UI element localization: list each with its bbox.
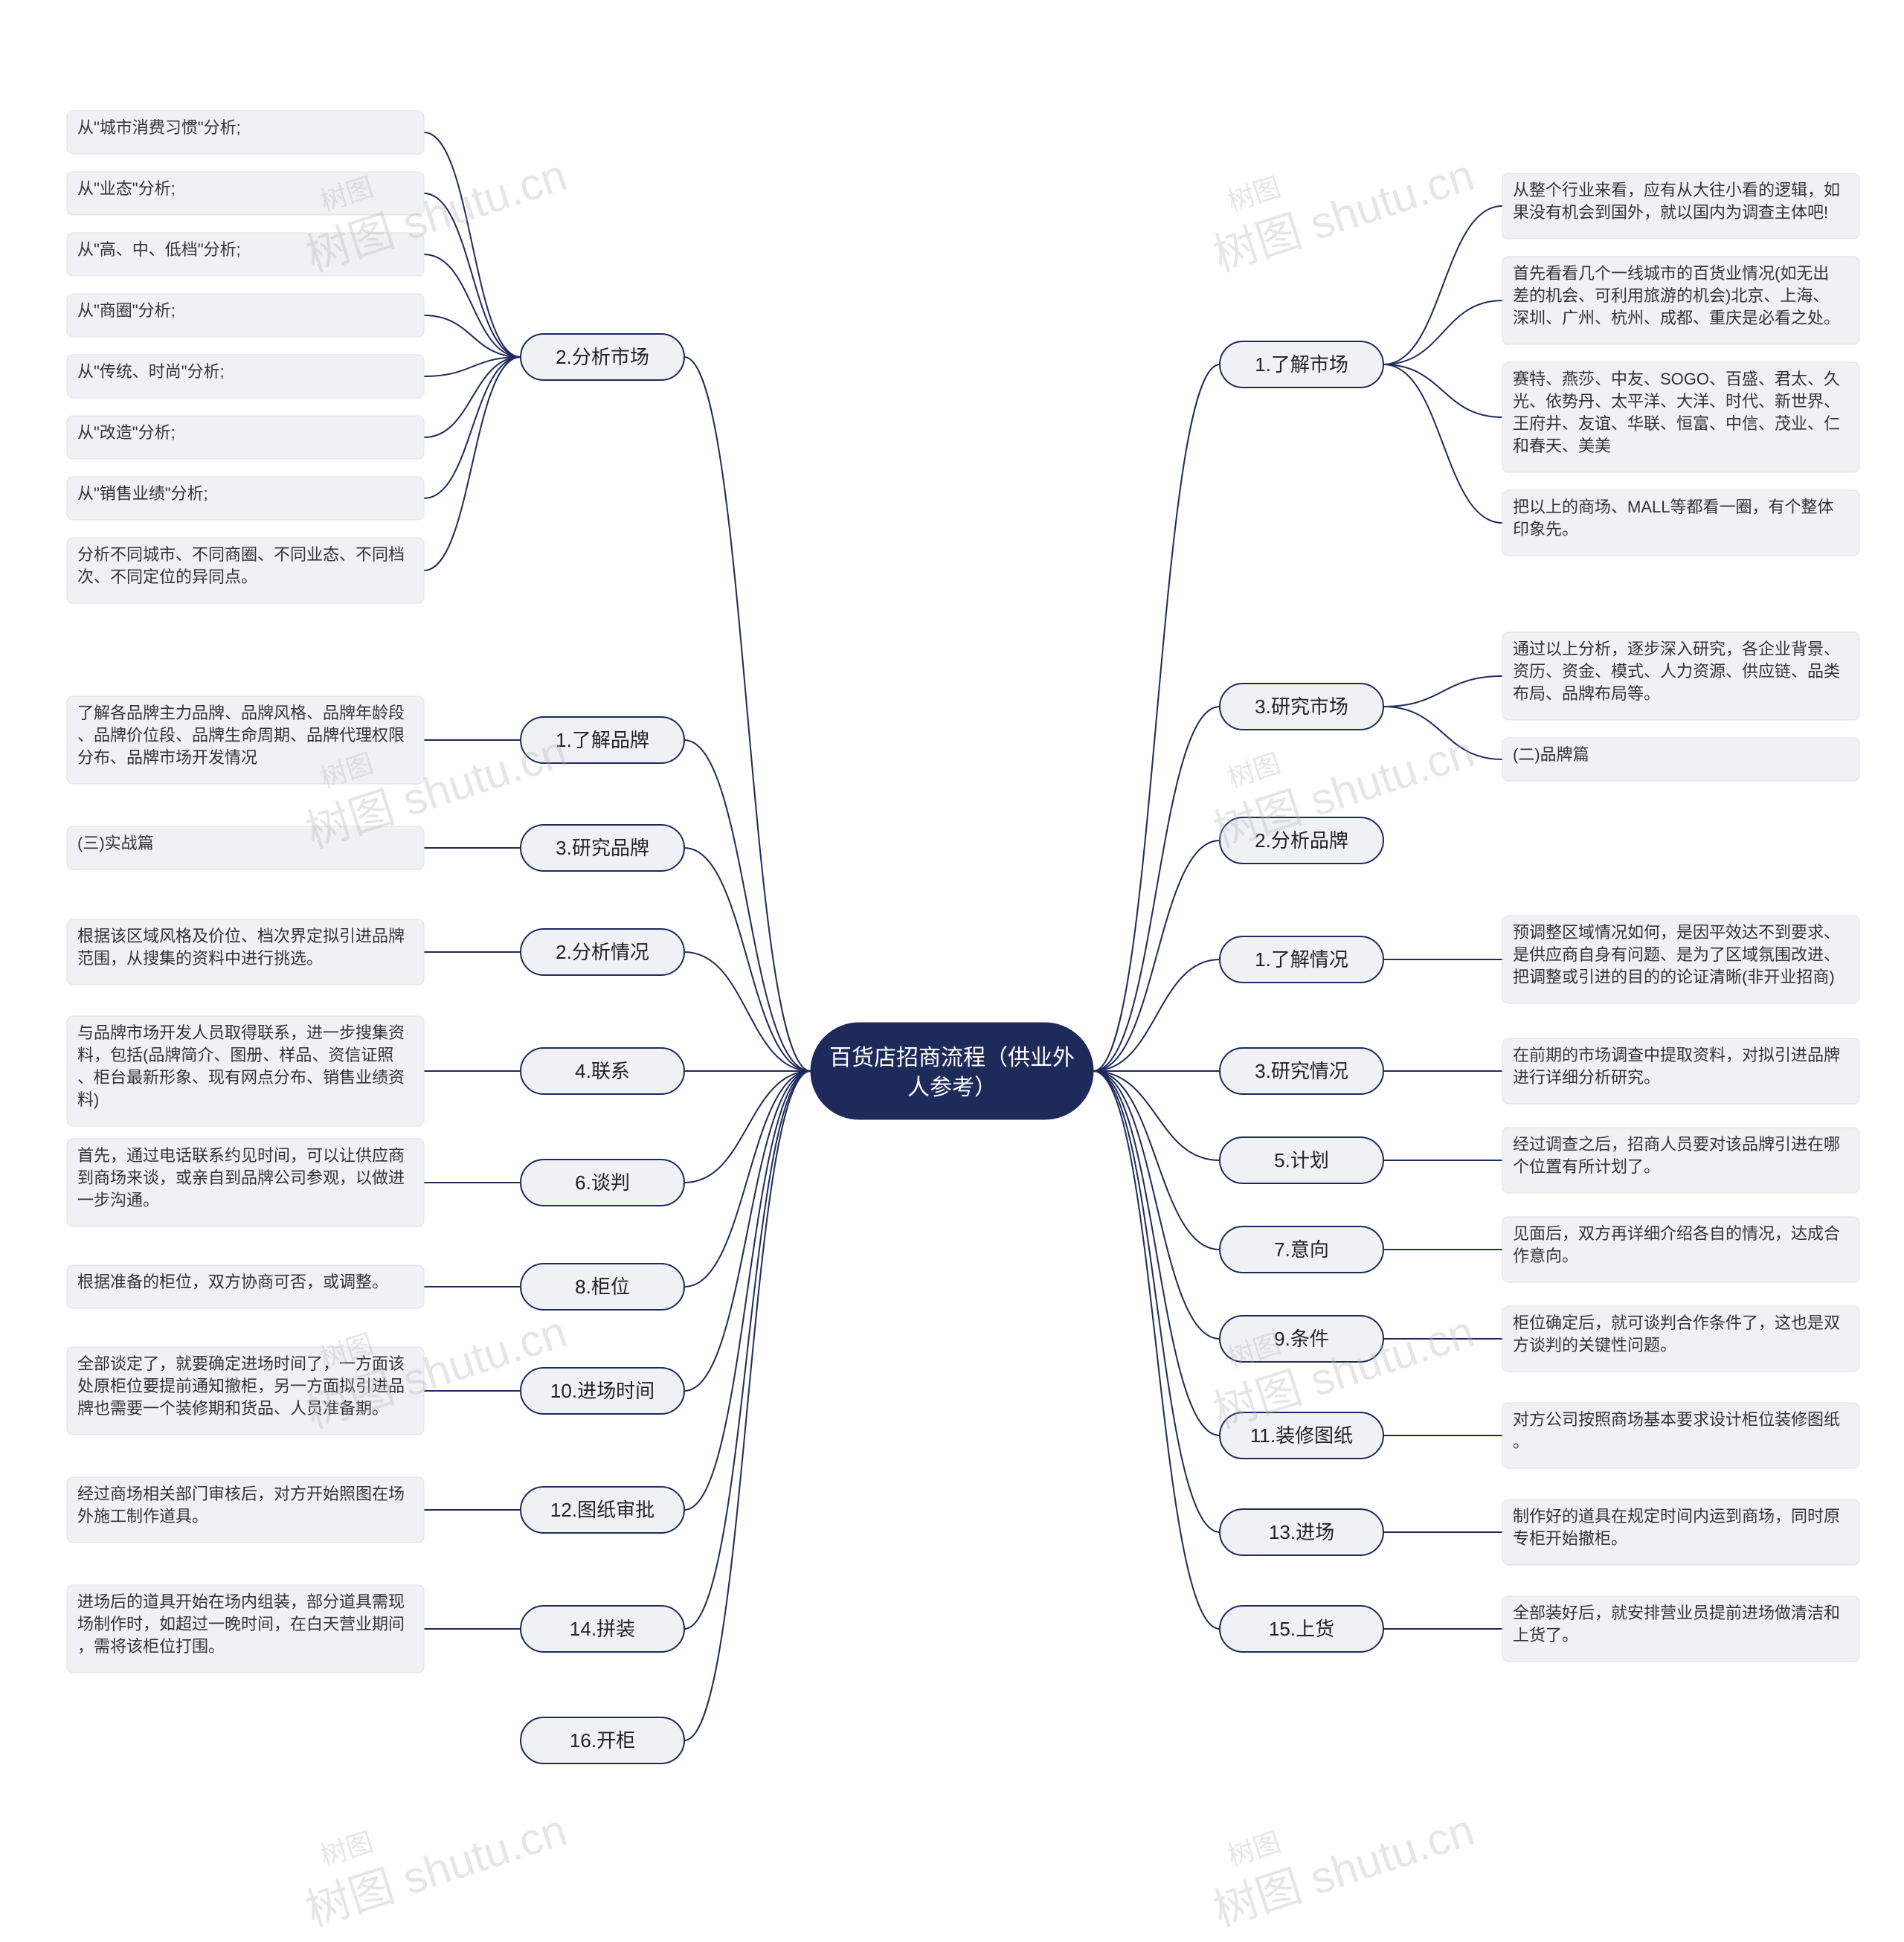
edge: [684, 1071, 811, 1391]
svg-text:树图 shutu.cn: 树图 shutu.cn: [1207, 1804, 1479, 1935]
svg-text:树图: 树图: [317, 1827, 377, 1872]
branch-label: 9.条件: [1274, 1328, 1329, 1350]
branch-label: 16.开柜: [570, 1729, 635, 1752]
leaf-label: 根据准备的柜位，双方协商可否，或调整。: [77, 1273, 388, 1291]
edge: [1093, 364, 1220, 1071]
branch-label: 1.了解品牌: [556, 729, 649, 751]
branch-label: 3.研究情况: [1255, 1060, 1348, 1082]
branch-label: 1.了解情况: [1255, 948, 1348, 971]
branch-label: 2.分析情况: [556, 941, 649, 963]
branch-label: 8.柜位: [575, 1276, 630, 1298]
watermark: 树图 shutu.cn树图: [1196, 1769, 1480, 1936]
edge: [1383, 676, 1502, 707]
leaf-label: 从"商圈"分析;: [77, 301, 176, 320]
edge: [1383, 364, 1502, 523]
edge: [1383, 364, 1502, 417]
svg-text:树图: 树图: [1224, 1827, 1284, 1872]
branch-label: 2.分析市场: [556, 346, 649, 368]
edge: [1383, 707, 1502, 759]
branch-label: 5.计划: [1274, 1149, 1329, 1171]
leaf-label: 从"业态"分析;: [77, 179, 176, 198]
edge: [424, 357, 521, 570]
watermark: 树图 shutu.cn树图: [289, 1769, 573, 1936]
branch-label: 12.图纸审批: [550, 1499, 654, 1521]
nodes-layer: 百货店招商流程（供业外人参考）1.了解市场从整个行业来看，应有从大往小看的逻辑，…: [67, 111, 1859, 1763]
svg-text:树图 shutu.cn: 树图 shutu.cn: [1207, 149, 1479, 280]
leaf-label: 从"改造"分析;: [77, 423, 176, 442]
branch-label: 2.分析品牌: [1255, 829, 1348, 852]
mindmap-canvas: 百货店招商流程（供业外人参考）1.了解市场从整个行业来看，应有从大往小看的逻辑，…: [0, 0, 1904, 1942]
branch-label: 10.进场时间: [550, 1380, 654, 1402]
edge: [684, 740, 811, 1071]
leaf-label: 从"城市消费习惯"分析;: [77, 118, 241, 137]
edge: [424, 357, 521, 498]
leaf-label: (二)品牌篇: [1513, 745, 1589, 764]
watermark: 树图 shutu.cn树图: [1196, 114, 1480, 281]
edge: [684, 1071, 811, 1740]
branch-label: 11.装修图纸: [1250, 1424, 1353, 1447]
leaf-label: 从"高、中、低档"分析;: [77, 240, 241, 259]
edge: [424, 193, 521, 357]
branch-label: 6.谈判: [575, 1171, 630, 1194]
branch-label: 15.上货: [1269, 1618, 1334, 1640]
edge: [1093, 959, 1220, 1071]
branch-label: 7.意向: [1274, 1238, 1329, 1261]
edge: [1093, 1071, 1220, 1532]
branch-label: 13.进场: [1269, 1521, 1334, 1543]
edge: [684, 848, 811, 1071]
edge: [424, 132, 521, 357]
svg-text:树图 shutu.cn: 树图 shutu.cn: [300, 1804, 572, 1935]
leaf-label: 从"销售业绩"分析;: [77, 484, 208, 503]
edge: [424, 357, 521, 437]
leaf-label: 首先看看几个一线城市的百货业情况(如无出差的机会、可利用旅游的机会)北京、上海、…: [1513, 264, 1840, 327]
leaf-label: 预调整区域情况如何，是因平效达不到要求、是供应商自身有问题、是为了区域氛围改进、…: [1513, 923, 1840, 986]
edge: [424, 254, 521, 357]
branch-label: 14.拼装: [570, 1618, 635, 1640]
edge: [684, 1071, 811, 1629]
leaf-label: 从"传统、时尚"分析;: [77, 362, 225, 381]
leaf-label: (三)实战篇: [77, 834, 154, 852]
edge: [1093, 840, 1220, 1071]
branch-label: 4.联系: [575, 1060, 630, 1082]
edge: [1383, 206, 1502, 364]
edge: [684, 952, 811, 1071]
edge: [1093, 1071, 1220, 1435]
svg-text:树图: 树图: [1224, 748, 1284, 794]
branch-label: 3.研究市场: [1255, 695, 1348, 718]
edge: [1093, 1071, 1220, 1250]
edge: [684, 357, 811, 1071]
branch-label: 3.研究品牌: [556, 837, 649, 859]
edge: [684, 1071, 811, 1510]
edge: [1383, 300, 1502, 364]
branch-label: 1.了解市场: [1255, 353, 1348, 376]
svg-text:树图: 树图: [1224, 172, 1284, 217]
leaf-label: 全部谈定了，就要确定进场时间了，一方面该处原柜位要提前通知撤柜，另一方面拟引进品…: [77, 1354, 405, 1418]
edge: [1093, 1071, 1220, 1629]
center-node[interactable]: [811, 1023, 1093, 1119]
